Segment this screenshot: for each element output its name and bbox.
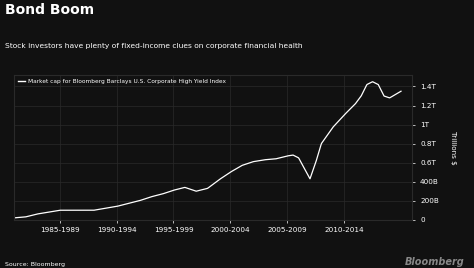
Text: Stock investors have plenty of fixed-income clues on corporate financial health: Stock investors have plenty of fixed-inc… [5,43,302,49]
Text: Source: Bloomberg: Source: Bloomberg [5,262,65,267]
Y-axis label: Trillions $: Trillions $ [449,131,456,164]
Legend: Market cap for Bloomberg Barclays U.S. Corporate High Yield Index: Market cap for Bloomberg Barclays U.S. C… [17,78,227,85]
Text: Bond Boom: Bond Boom [5,3,94,17]
Text: Bloomberg: Bloomberg [405,257,465,267]
